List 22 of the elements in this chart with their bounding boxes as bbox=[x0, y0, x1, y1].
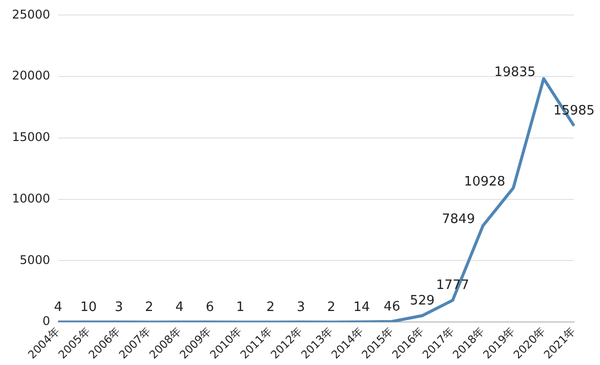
y-tick-label: 10000 bbox=[12, 191, 50, 206]
data-label: 3 bbox=[114, 300, 123, 315]
data-label: 4 bbox=[175, 300, 184, 315]
y-tick-label: 25000 bbox=[12, 7, 50, 22]
data-label: 19835 bbox=[494, 64, 536, 80]
y-tick-label: 5000 bbox=[20, 252, 50, 267]
data-label: 6 bbox=[206, 300, 214, 315]
y-tick-label: 0 bbox=[42, 314, 50, 328]
data-label: 4 bbox=[54, 300, 62, 315]
data-label: 14 bbox=[353, 300, 370, 315]
data-label: 10928 bbox=[464, 174, 506, 190]
y-tick-label: 15000 bbox=[12, 130, 50, 144]
data-label: 46 bbox=[384, 299, 400, 314]
data-label: 7849 bbox=[442, 212, 475, 228]
data-label: 10 bbox=[80, 300, 97, 315]
data-label: 2 bbox=[327, 300, 336, 315]
data-label: 529 bbox=[410, 293, 435, 308]
data-label: 3 bbox=[296, 300, 306, 315]
data-label: 1 bbox=[236, 300, 244, 315]
data-label: 2 bbox=[145, 300, 154, 315]
data-label: 2 bbox=[266, 300, 275, 315]
y-tick-label: 20000 bbox=[12, 68, 50, 83]
